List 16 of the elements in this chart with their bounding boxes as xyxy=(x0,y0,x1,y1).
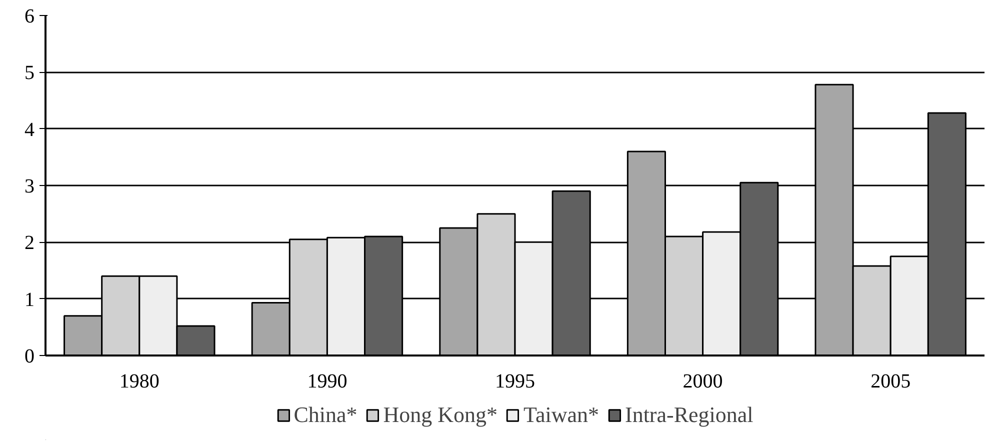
y-tick-label: 5 xyxy=(24,62,34,84)
y-tick-label: 1 xyxy=(24,288,34,311)
y-tick-label: 2 xyxy=(24,232,34,254)
y-tick-label: 3 xyxy=(24,176,34,198)
legend-label: Taiwan* xyxy=(524,402,599,428)
y-tick-label: 4 xyxy=(24,118,34,141)
y-tick-label: 6 xyxy=(24,6,34,28)
x-tick-label: 1990 xyxy=(307,370,348,392)
x-tick-label: 1995 xyxy=(495,370,535,392)
x-tick-label: 2000 xyxy=(682,370,723,392)
x-tick-label: 1980 xyxy=(119,370,160,392)
legend-label: Hong Kong* xyxy=(383,402,498,428)
x-tick-label: 2005 xyxy=(870,370,911,392)
y-tick-label: 0 xyxy=(24,346,34,368)
legend-label: Intra-Regional xyxy=(624,402,754,428)
legend-label: China* xyxy=(294,402,358,428)
